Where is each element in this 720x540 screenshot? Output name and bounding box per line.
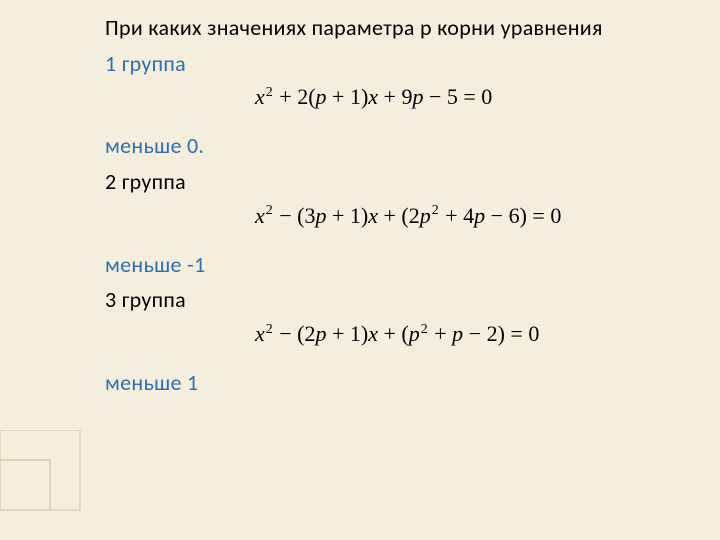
group-2-label: 2 группа	[105, 167, 720, 197]
group-1-condition: меньше 0.	[105, 131, 720, 161]
equation-1: x2 + 2(p + 1)x + 9p − 5 = 0	[255, 84, 492, 109]
slide-content: При каких значениях параметра р корни ур…	[105, 10, 720, 404]
deco-inner-square	[0, 460, 50, 510]
group-1-label: 1 группа	[105, 49, 720, 79]
group-2-condition: меньше -1	[105, 250, 720, 280]
group-3-label: 3 группа	[105, 285, 720, 315]
equation-2: x2 − (3p + 1)x + (2p2 + 4p − 6) = 0	[255, 203, 561, 228]
equation-2-wrap: x2 − (3p + 1)x + (2p2 + 4p − 6) = 0	[105, 203, 720, 247]
slide-title: При каких значениях параметра р корни ур…	[105, 13, 720, 43]
group-3-condition: меньше 1	[105, 368, 720, 398]
equation-3: x2 − (2p + 1)x + (p2 + p − 2) = 0	[255, 321, 539, 346]
deco-outer-square	[0, 430, 80, 510]
equation-3-wrap: x2 − (2p + 1)x + (p2 + p − 2) = 0	[105, 321, 720, 365]
equation-1-wrap: x2 + 2(p + 1)x + 9p − 5 = 0	[105, 84, 720, 128]
corner-decoration	[0, 430, 90, 540]
